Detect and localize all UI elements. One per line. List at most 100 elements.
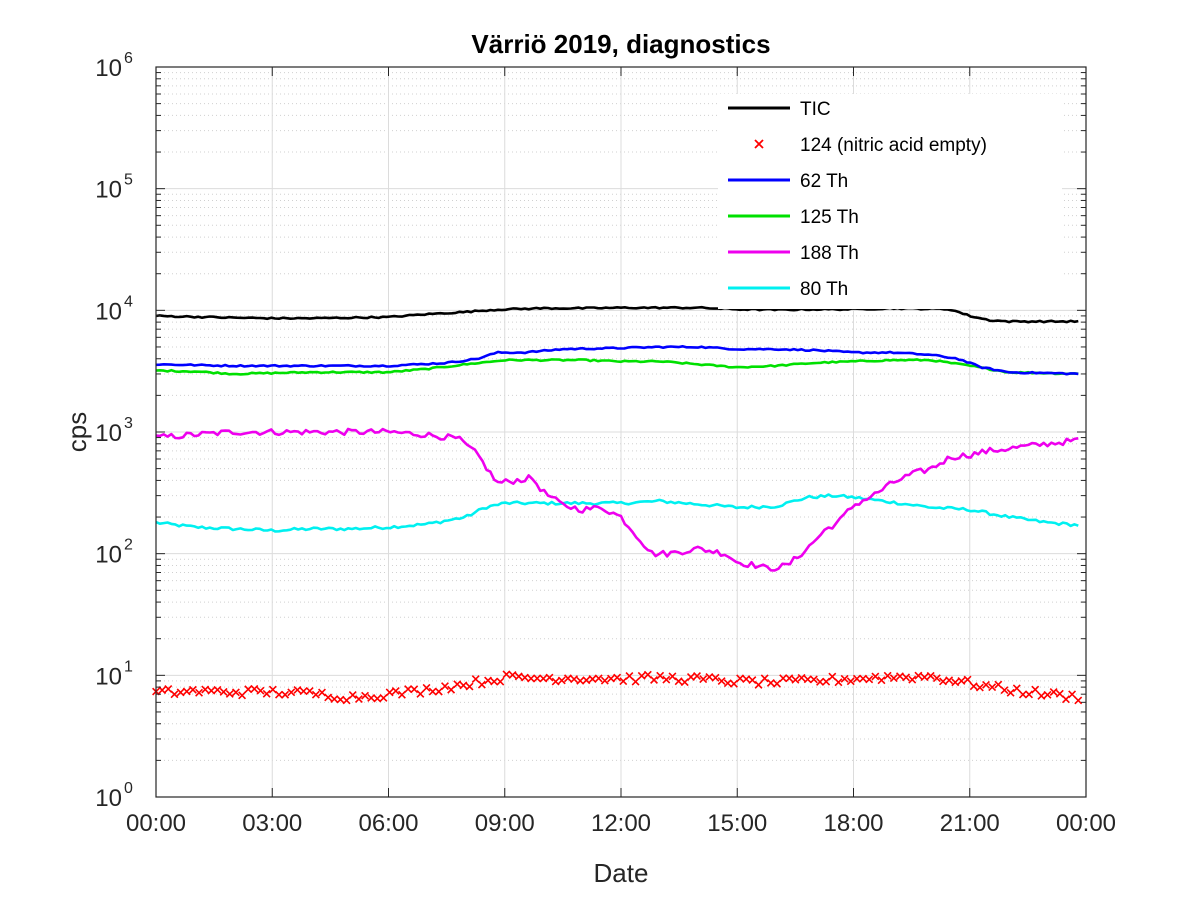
- series-marker: [158, 686, 167, 695]
- series-marker: [643, 670, 652, 679]
- series-marker: [809, 675, 818, 684]
- series-marker: [385, 688, 394, 697]
- series-line: [155, 345, 1079, 376]
- series-marker: [465, 682, 474, 691]
- series-marker: [754, 680, 763, 689]
- y-tick-label-exponent: 4: [124, 293, 133, 310]
- series-marker: [951, 678, 960, 687]
- series-marker: [895, 672, 904, 681]
- x-tick-labels: 00:00 03:00 06:00 09:00 12:00 15:00 18:00 21:00…: [126, 810, 1116, 837]
- series-marker: [354, 695, 363, 704]
- series-marker: [662, 675, 671, 684]
- series-marker: [650, 676, 658, 684]
- y-tick-label-base: 10: [95, 542, 122, 569]
- series-marker: [797, 673, 806, 682]
- series-marker: [693, 672, 702, 680]
- series-marker: [625, 671, 634, 680]
- series-marker: [225, 690, 234, 698]
- ticks: [155, 66, 1087, 798]
- series-marker: [428, 687, 437, 696]
- series-marker: [256, 686, 265, 695]
- series-marker: [164, 685, 173, 693]
- series-marker: [563, 674, 572, 683]
- series-marker: [914, 671, 923, 680]
- series-marker: [287, 688, 296, 697]
- series-marker: [496, 677, 505, 686]
- series-marker: [490, 677, 499, 686]
- series-marker: [275, 690, 283, 699]
- series-marker: [281, 690, 290, 699]
- series-marker: [736, 674, 745, 683]
- series-marker: [1074, 696, 1083, 705]
- series-marker: [908, 675, 917, 684]
- y-axis-label: cps: [62, 412, 92, 452]
- y-tick-label-base: 10: [95, 298, 122, 325]
- series-marker: [969, 682, 978, 691]
- series-marker: [195, 688, 204, 697]
- legend-swatch: [754, 139, 764, 149]
- series-marker: [711, 673, 720, 682]
- series-marker: [846, 677, 855, 686]
- series-marker: [416, 689, 425, 698]
- series-line: [155, 427, 1079, 572]
- series-marker: [477, 680, 486, 689]
- chart-title: Värriö 2019, diagnostics: [471, 29, 770, 59]
- series-marker: [514, 672, 523, 681]
- legend: TIC 124 (nitric acid empty) 62 Th 125 Th 188…: [718, 94, 1062, 309]
- series-marker: [637, 671, 646, 680]
- series-marker: [1012, 684, 1021, 693]
- series-marker: [945, 676, 954, 685]
- series-marker: [1061, 695, 1070, 704]
- series-layer: [152, 305, 1083, 705]
- series-marker: [201, 685, 210, 694]
- series-marker: [760, 674, 769, 683]
- series-marker: [1000, 686, 1009, 695]
- series-marker: [674, 677, 683, 686]
- series-marker: [391, 686, 400, 695]
- series-marker: [994, 680, 1003, 689]
- series-marker: [982, 680, 990, 689]
- series-marker: [834, 678, 843, 687]
- legend-label: 188 Th: [800, 243, 859, 264]
- series-marker: [250, 684, 259, 693]
- x-tick-label: 09:00: [475, 810, 535, 837]
- x-tick-label: 15:00: [707, 810, 767, 837]
- series-marker: [422, 683, 431, 692]
- series-marker: [434, 687, 443, 696]
- series-marker: [262, 689, 271, 698]
- series-marker: [717, 677, 726, 686]
- y-tick-label-exponent: 5: [124, 172, 133, 189]
- series-marker: [742, 675, 751, 684]
- series-marker: [379, 694, 388, 702]
- series-marker: [213, 685, 222, 694]
- legend-box: [718, 94, 1062, 309]
- series-marker: [318, 688, 326, 697]
- series-marker: [1025, 690, 1034, 699]
- series-marker: [533, 674, 542, 683]
- series-marker: [305, 686, 314, 695]
- series-marker: [471, 675, 480, 684]
- series-marker: [988, 683, 997, 692]
- series-marker: [176, 688, 185, 697]
- y-tick-label-exponent: 2: [124, 537, 133, 554]
- series-markers: [152, 670, 1083, 705]
- series-marker: [170, 690, 179, 699]
- series-marker: [231, 688, 240, 697]
- y-tick-label-base: 10: [95, 663, 122, 690]
- series-marker: [244, 685, 253, 694]
- y-tick-label-base: 10: [95, 177, 122, 204]
- legend-label: 80 Th: [800, 279, 848, 300]
- y-tick-label-base: 10: [95, 420, 122, 447]
- legend-label: 124 (nitric acid empty): [800, 135, 987, 156]
- series-marker: [182, 687, 191, 696]
- series-marker: [699, 675, 708, 684]
- series-marker: [773, 679, 781, 688]
- series-marker: [889, 674, 898, 683]
- x-axis-label: Date: [594, 858, 649, 888]
- series-marker: [336, 695, 345, 704]
- series-marker: [342, 696, 351, 705]
- series-marker: [1049, 688, 1058, 696]
- series-marker: [883, 671, 892, 680]
- series-marker: [188, 685, 197, 694]
